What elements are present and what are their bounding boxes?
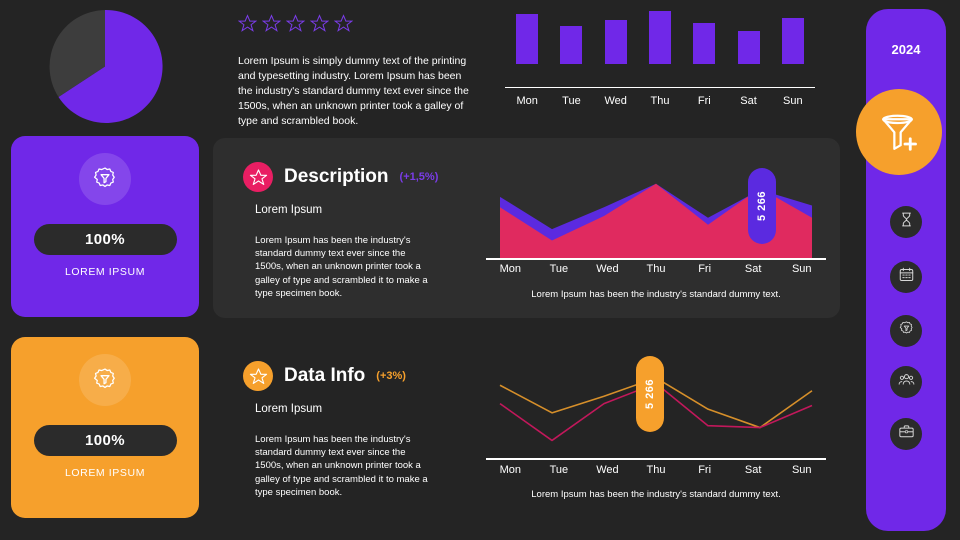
kpi-caption: LOREM IPSUM	[64, 467, 146, 479]
star-badge-icon	[243, 361, 273, 391]
kpi-caption: LOREM IPSUM	[64, 266, 146, 278]
datainfo-line-chart: 5 266 Mon Tue Wed Thu Fri Sat Sun Lorem Ipsum …	[486, 356, 826, 507]
kpi-value: 100%	[85, 432, 125, 449]
x-label: Sat	[744, 464, 762, 476]
sidebar-item-briefcase[interactable]	[890, 418, 922, 450]
description-title: Description	[284, 166, 389, 187]
description-chart-note: Lorem Ipsum has been the industry's stan…	[531, 289, 781, 300]
star-icon[interactable]	[334, 14, 353, 33]
pie-slice-primary	[58, 9, 163, 123]
description-delta: (+1,5%)	[399, 171, 439, 183]
area-chart-axis	[486, 258, 826, 260]
x-label: Fri	[698, 263, 712, 275]
bar-fri	[693, 23, 716, 64]
star-badge-icon	[243, 162, 273, 192]
datainfo-subtitle: Lorem Ipsum	[255, 403, 323, 415]
bar-chart-axis	[505, 86, 815, 88]
datainfo-header: Data Info (+3%)	[243, 361, 406, 391]
datainfo-title: Data Info	[284, 365, 366, 386]
gear-icon	[898, 320, 915, 342]
kpi-value-pill: 100%	[33, 224, 177, 255]
x-label: Fri	[698, 464, 712, 476]
bar-chart-x-labels: Mon Tue Wed Thu Fri Sat Sun	[505, 90, 815, 112]
x-label: Tue	[562, 95, 581, 107]
area-chart-tooltip: 5 266	[748, 168, 776, 244]
weekly-bar-chart: Mon Tue Wed Thu Fri Sat Sun	[505, 10, 815, 112]
x-label: Tue	[549, 464, 569, 476]
bar-wed	[604, 20, 627, 64]
bar-mon	[516, 13, 539, 64]
briefcase-icon	[898, 423, 915, 445]
crimson-series	[500, 183, 812, 258]
x-label: Sun	[791, 464, 812, 476]
x-label: Thu	[646, 464, 666, 476]
x-label: Sat	[744, 263, 762, 275]
description-panel: Description (+1,5%) Lorem Ipsum Lorem Ip…	[213, 138, 840, 318]
x-label: Wed	[604, 95, 627, 107]
x-label: Wed	[596, 263, 619, 275]
x-label: Mon	[499, 464, 521, 476]
pie-chart	[41, 9, 169, 124]
bar-thu	[649, 10, 671, 64]
gear-funnel-icon	[79, 354, 131, 406]
intro-paragraph: Lorem Ipsum is simply dummy text of the …	[238, 55, 469, 127]
x-label: Sun	[783, 95, 803, 107]
x-label: Sun	[791, 263, 812, 275]
bar-tue	[560, 25, 583, 64]
kpi-card-orange[interactable]: 100% LOREM IPSUM	[11, 337, 199, 518]
bar-sun	[781, 17, 804, 64]
x-label: Sat	[740, 95, 757, 107]
sidebar-item-hourglass[interactable]	[890, 206, 922, 238]
description-header: Description (+1,5%)	[243, 162, 438, 192]
star-icon[interactable]	[238, 14, 257, 33]
rating-stars[interactable]	[238, 14, 353, 33]
sidebar-item-calendar[interactable]	[890, 261, 922, 293]
x-label: Wed	[596, 464, 619, 476]
kpi-card-purple[interactable]: 100% LOREM IPSUM	[11, 136, 199, 317]
bar-sat	[737, 31, 760, 64]
funnel-add-icon[interactable]	[856, 89, 942, 175]
calendar-icon	[898, 266, 915, 288]
star-icon[interactable]	[286, 14, 305, 33]
sidebar-item-settings[interactable]	[890, 315, 922, 347]
datainfo-panel: Data Info (+3%) Lorem Ipsum Lorem Ipsum …	[213, 337, 840, 517]
line-chart-tooltip: 5 266	[636, 356, 664, 432]
x-label: Mon	[499, 263, 521, 275]
datainfo-chart-note: Lorem Ipsum has been the industry's stan…	[531, 489, 781, 500]
hourglass-icon	[898, 211, 915, 233]
x-label: Fri	[697, 95, 711, 107]
kpi-value: 100%	[85, 231, 125, 248]
description-area-chart: 5 266 Mon Tue Wed Thu Fri Sat Sun Lorem Ipsum …	[486, 163, 826, 308]
datainfo-delta: (+3%)	[376, 370, 406, 382]
line-chart-axis	[486, 458, 826, 460]
sidebar-item-people[interactable]	[890, 366, 922, 398]
datainfo-body: Lorem Ipsum has been the industry's stan…	[255, 434, 428, 498]
people-group-icon	[898, 371, 915, 393]
x-label: Thu	[646, 263, 666, 275]
star-icon[interactable]	[262, 14, 281, 33]
description-body: Lorem Ipsum has been the industry's stan…	[255, 235, 428, 299]
right-sidebar: 2024	[856, 9, 946, 531]
area-chart-x-labels: Mon Tue Wed Thu Fri Sat Sun	[486, 263, 826, 275]
line-chart-x-labels: Mon Tue Wed Thu Fri Sat Sun	[486, 464, 826, 476]
x-label: Mon	[516, 95, 538, 107]
sidebar-year-label: 2024	[891, 42, 921, 57]
pie-slice-secondary	[49, 10, 105, 97]
star-icon[interactable]	[310, 14, 329, 33]
x-label: Thu	[650, 95, 670, 107]
x-label: Tue	[549, 263, 569, 275]
description-subtitle: Lorem Ipsum	[255, 204, 323, 216]
kpi-value-pill: 100%	[33, 425, 177, 456]
gear-funnel-icon	[79, 153, 131, 205]
